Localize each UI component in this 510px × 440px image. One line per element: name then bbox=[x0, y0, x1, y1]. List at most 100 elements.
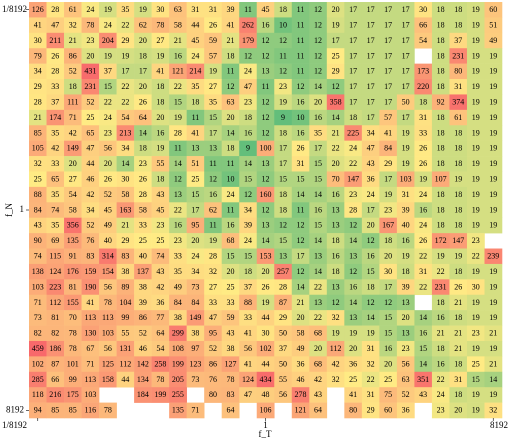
heat-cell bbox=[361, 2, 380, 18]
heat-cell bbox=[29, 171, 47, 188]
heat-cell bbox=[46, 248, 65, 265]
heat-cell bbox=[239, 171, 258, 188]
heat-cell bbox=[116, 310, 135, 326]
heat-cell bbox=[309, 217, 328, 234]
heat-cell bbox=[291, 217, 310, 234]
cell-label: 34 bbox=[121, 144, 129, 153]
heat-cell bbox=[116, 171, 135, 188]
heat-cell bbox=[431, 94, 450, 111]
cell-label: 99 bbox=[69, 375, 77, 384]
cell-label: 16 bbox=[402, 236, 410, 245]
cell-label: 26 bbox=[454, 282, 462, 291]
heat-cell bbox=[81, 217, 100, 234]
heat-cell bbox=[379, 156, 398, 172]
x-axis-label: f_T bbox=[259, 429, 272, 439]
cell-label: 18 bbox=[279, 5, 287, 14]
cell-label: 25 bbox=[86, 113, 94, 122]
cell-label: 33 bbox=[209, 298, 217, 307]
cell-label: 20 bbox=[349, 344, 357, 353]
heat-cell bbox=[396, 79, 415, 95]
cell-label: 35 bbox=[191, 82, 199, 91]
cell-label: 74 bbox=[34, 252, 42, 261]
heat-cell bbox=[291, 340, 310, 357]
heat-cell bbox=[396, 171, 415, 188]
cell-label: 95 bbox=[191, 221, 199, 230]
cell-label: 103 bbox=[102, 329, 114, 338]
cell-label: 80 bbox=[349, 406, 357, 415]
heat-cell bbox=[64, 248, 82, 265]
cell-label: 94 bbox=[34, 406, 42, 415]
heat-cell bbox=[169, 48, 187, 64]
heat-cell bbox=[151, 217, 170, 234]
heat-cell bbox=[81, 233, 100, 249]
cell-label: 18 bbox=[437, 221, 445, 230]
cell-label: 22 bbox=[174, 82, 182, 91]
cell-label: 14 bbox=[262, 236, 270, 245]
cell-label: 26 bbox=[297, 144, 305, 153]
heat-cell bbox=[309, 202, 328, 219]
cell-label: 24 bbox=[191, 252, 199, 261]
heat-cell bbox=[256, 248, 275, 265]
heat-cell bbox=[326, 94, 345, 111]
heat-cell bbox=[151, 387, 170, 403]
cell-label: 50 bbox=[402, 97, 410, 106]
cell-label: 44 bbox=[191, 20, 199, 29]
cell-label: 17 bbox=[384, 175, 392, 184]
cell-label: 41 bbox=[34, 20, 42, 29]
cell-label: 32 bbox=[489, 406, 497, 415]
cell-label: 20 bbox=[402, 313, 410, 322]
cell-label: 48 bbox=[262, 390, 270, 399]
cell-label: 14 bbox=[139, 128, 147, 137]
cell-label: 14 bbox=[174, 159, 182, 168]
heat-cell bbox=[484, 340, 503, 357]
heat-cell bbox=[274, 171, 293, 188]
cell-label: 16 bbox=[349, 282, 357, 291]
heat-cell bbox=[414, 387, 433, 403]
cell-label: 21 bbox=[454, 298, 462, 307]
cell-label: 10 bbox=[279, 20, 287, 29]
cell-label: 33 bbox=[226, 298, 234, 307]
heat-cell bbox=[344, 171, 363, 188]
heat-cell bbox=[239, 125, 258, 141]
heat-cell bbox=[256, 371, 275, 388]
cell-label: 41 bbox=[244, 329, 252, 338]
heat-cell bbox=[396, 325, 415, 342]
heat-cell bbox=[344, 109, 363, 126]
heat-cell bbox=[379, 125, 398, 141]
cell-label: 131 bbox=[119, 344, 131, 353]
heat-cell bbox=[81, 171, 100, 188]
heat-cell bbox=[379, 217, 398, 234]
cell-label: 18 bbox=[69, 82, 77, 91]
cell-label: 24 bbox=[419, 190, 427, 199]
heat-cell bbox=[274, 156, 293, 172]
heat-cell bbox=[151, 48, 170, 64]
heat-cell bbox=[414, 79, 433, 95]
heat-cell bbox=[186, 294, 205, 311]
cell-label: 14 bbox=[226, 128, 234, 137]
cell-label: 103 bbox=[84, 390, 96, 399]
heat-cell bbox=[484, 202, 503, 219]
heat-cell bbox=[414, 109, 433, 126]
heat-cell bbox=[204, 2, 223, 18]
cell-label: 18 bbox=[437, 128, 445, 137]
cell-label: 56 bbox=[244, 344, 252, 353]
heat-cell bbox=[46, 294, 65, 311]
cell-label: 24 bbox=[437, 390, 445, 399]
cell-label: 90 bbox=[34, 236, 42, 245]
cell-label: 13 bbox=[209, 144, 217, 153]
cell-label: 20 bbox=[226, 267, 234, 276]
heat-cell bbox=[221, 294, 240, 311]
heat-cell bbox=[326, 32, 345, 49]
heat-cell bbox=[239, 371, 258, 388]
cell-label: 112 bbox=[120, 359, 132, 368]
heat-cell bbox=[361, 356, 380, 373]
heat-cell bbox=[396, 48, 415, 64]
cell-label: 17 bbox=[367, 67, 375, 76]
heat-cell bbox=[414, 186, 433, 203]
heat-cell bbox=[396, 202, 415, 219]
cell-label: 12 bbox=[209, 175, 217, 184]
cell-label: 86 bbox=[209, 359, 217, 368]
heat-cell bbox=[309, 156, 328, 172]
cell-label: 12 bbox=[262, 51, 270, 60]
heat-cell bbox=[81, 140, 100, 157]
